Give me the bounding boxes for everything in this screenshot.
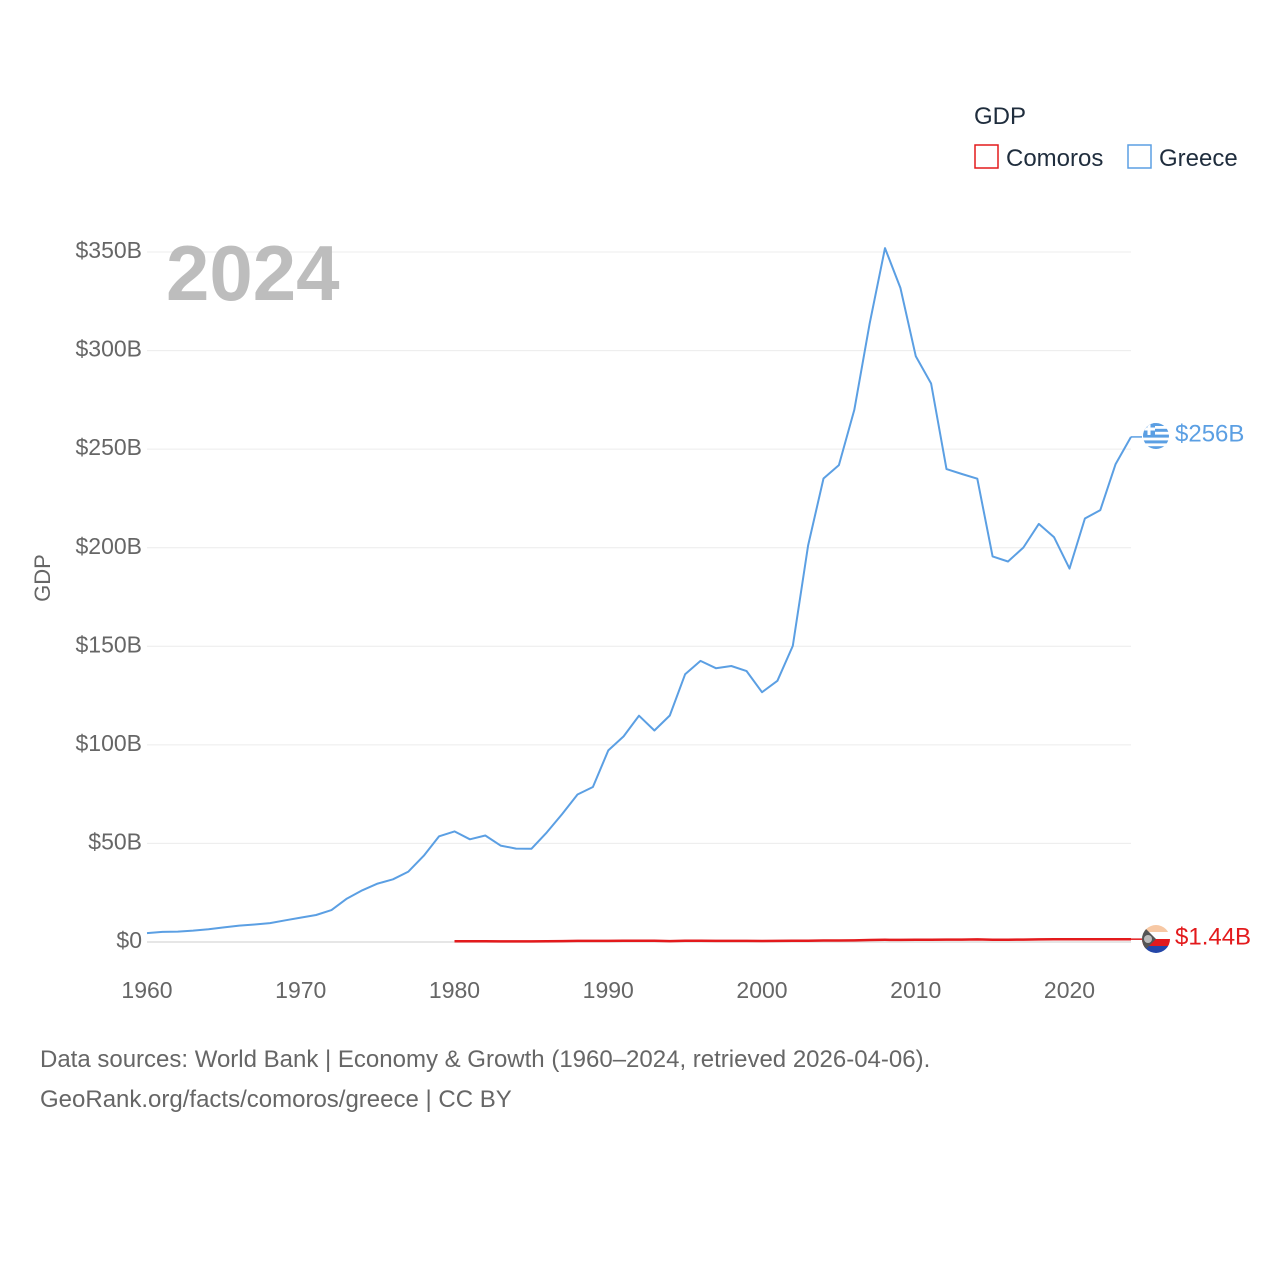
x-tick-label: 2000 xyxy=(736,977,787,1003)
y-tick-label: $300B xyxy=(75,336,142,362)
x-tick-label: 1990 xyxy=(583,977,634,1003)
series-layer xyxy=(146,247,1142,943)
x-axis-ticks: 1960 1970 1980 1990 2000 2010 2020 xyxy=(121,977,1095,1003)
series-line-greece xyxy=(146,247,1132,935)
y-axis-ticks: $0 $50B $100B $150B $200B $250B $300B $350B xyxy=(75,237,142,953)
comoros-flag-icon xyxy=(1142,925,1170,953)
x-tick-label: 1980 xyxy=(429,977,480,1003)
greece-flag-icon xyxy=(1143,423,1169,449)
y-tick-label: $50B xyxy=(88,829,142,855)
y-tick-label: $200B xyxy=(75,533,142,559)
end-label-comoros: $1.44B xyxy=(1175,923,1251,950)
legend-title: GDP xyxy=(974,103,1026,130)
source-line-2[interactable]: GeoRank.org/facts/comoros/greece | CC BY xyxy=(40,1086,512,1113)
y-tick-label: $250B xyxy=(75,434,142,460)
x-tick-label: 1970 xyxy=(275,977,326,1003)
source-line-1: Data sources: World Bank | Economy & Gro… xyxy=(40,1046,931,1073)
source-note: Data sources: World Bank | Economy & Gro… xyxy=(40,1040,930,1120)
y-tick-label: $150B xyxy=(75,631,142,657)
series-line-comoros xyxy=(454,937,1131,943)
x-tick-label: 2010 xyxy=(890,977,941,1003)
legend-label-comoros[interactable]: Comoros xyxy=(1006,145,1103,172)
y-axis-label: GDP xyxy=(30,554,55,602)
x-tick-label: 1960 xyxy=(121,977,172,1003)
x-tick-label: 2020 xyxy=(1044,977,1095,1003)
legend-swatch-greece[interactable] xyxy=(1127,144,1152,169)
legend-swatch-comoros[interactable] xyxy=(974,144,999,169)
y-tick-label: $100B xyxy=(75,730,142,756)
y-tick-label: $350B xyxy=(75,237,142,263)
legend-label-greece[interactable]: Greece xyxy=(1159,145,1238,172)
end-label-greece: $256B xyxy=(1175,420,1244,447)
year-label: 2024 xyxy=(166,229,340,317)
gridlines xyxy=(147,251,1131,943)
y-tick-label: $0 xyxy=(116,927,142,953)
